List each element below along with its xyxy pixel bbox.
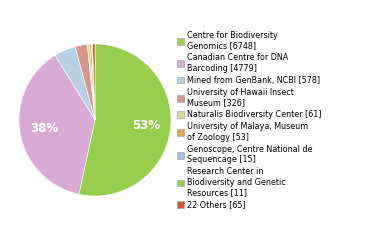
Wedge shape (79, 44, 171, 196)
Wedge shape (87, 44, 95, 120)
Wedge shape (92, 44, 95, 120)
Text: 38%: 38% (30, 122, 58, 135)
Wedge shape (75, 44, 95, 120)
Wedge shape (19, 55, 95, 194)
Text: 53%: 53% (132, 119, 160, 132)
Wedge shape (90, 44, 95, 120)
Legend: Centre for Biodiversity
Genomics [6748], Canadian Centre for DNA
Barcoding [4779: Centre for Biodiversity Genomics [6748],… (177, 31, 321, 209)
Wedge shape (93, 44, 95, 120)
Wedge shape (92, 44, 95, 120)
Wedge shape (55, 47, 95, 120)
